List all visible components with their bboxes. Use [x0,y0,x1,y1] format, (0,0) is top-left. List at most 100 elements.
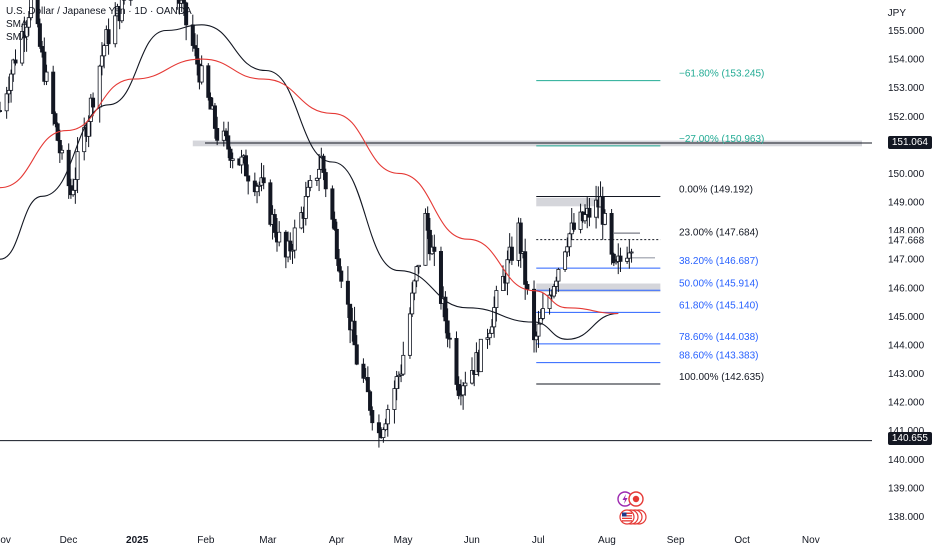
candle-body [425,212,430,231]
fib-level-label: 78.60% (144.038) [679,332,759,343]
candle-body [208,97,213,110]
symbol-title[interactable]: U.S. Dollar / Japanese Yen · 1D · OANDA [6,6,192,17]
time-axis[interactable]: Nov Dec 2025 Feb Mar Apr May Jun Jul Aug Sep Oct Nov [0,535,820,546]
candle-body [602,213,607,225]
candle-body [193,45,198,49]
fibonacci-retracement[interactable] [536,80,661,385]
candle-body [534,335,539,341]
time-tick-label: Sep [667,535,685,546]
candle-body [321,155,326,173]
price-tick-label: 150.000 [888,169,925,180]
candle-body [11,59,16,75]
candle-body [184,2,189,26]
candle-body [106,29,111,45]
candle-body [91,97,96,108]
time-tick-label: Aug [598,535,616,546]
price-tag-lower: 140.655 [887,432,932,445]
candle-body [629,251,634,254]
candle-body [583,214,588,222]
candle-body [261,177,266,184]
price-tick-label: 155.000 [888,26,925,37]
candle-body [26,17,31,28]
price-tick-label: 143.000 [888,369,925,380]
candle-body [345,280,350,305]
candle-body [463,382,468,387]
candle-body [24,26,29,38]
candle-body [458,394,463,397]
candle-body [427,229,432,255]
candle-body [228,148,233,161]
candle-body [523,251,528,285]
price-tick-label: 149.000 [888,198,925,209]
candle-body [567,233,572,248]
support-resistance-zone [536,283,661,293]
candle-body [394,376,399,389]
candle-body [410,292,415,315]
candle-body [370,410,375,424]
price-tick-label: 141.000 [888,426,925,437]
candle-body [195,47,200,65]
candle-body [609,213,614,255]
candle-body [365,377,370,393]
candle-body [97,65,102,108]
candle-body [181,0,186,4]
time-tick-label: Mar [259,535,277,546]
candle-body [461,385,466,396]
price-tick-label: 153.000 [888,83,925,94]
flag-events-icon[interactable] [619,509,647,525]
price-tick-label: 154.000 [888,55,925,66]
candle-body [443,296,448,322]
candle-body [0,110,3,112]
candle-body [445,320,450,339]
candle-body [456,384,461,396]
candle-body [35,0,40,25]
candle-body [332,218,337,230]
event-icons[interactable] [614,488,654,528]
candle-body [625,257,630,262]
candle-body [399,373,404,376]
price-tick-label: 152.000 [888,112,925,123]
fibonacci-labels-layer: −61.80% (153.245) −27.00% (150.963) 0.00% … [679,69,764,383]
candle-body [392,388,397,410]
candle-body [199,65,204,83]
support-resistance-zone [536,197,597,207]
price-tag-upper: 151.064 [887,136,932,149]
candle-body [438,251,443,304]
candle-body [71,189,76,196]
candle-body [492,307,497,328]
price-tick-label: 146.000 [888,283,925,294]
candle-body [352,320,357,346]
candle-body [334,228,339,260]
price-tick-label: 144.000 [888,340,925,351]
price-tick-label: 147.000 [888,255,925,266]
horizontal-lines-layer [0,142,872,442]
candle-body [119,0,124,22]
fib-level-label: 38.20% (146.687) [679,256,759,267]
candle-body [60,149,65,154]
sma-indicator-2-label[interactable]: SMA [6,32,28,43]
candle-body [277,231,282,243]
candle-body [86,121,91,137]
candle-body [538,318,543,325]
candle-body [255,185,260,193]
time-tick-label: Nov [802,535,820,546]
candle-body [432,246,437,252]
sma-indicator-1-label[interactable]: SMA [6,19,28,30]
price-axis[interactable]: 155.000154.000153.000152.000151.000150.0… [872,0,932,550]
earnings-event-icon[interactable] [628,491,644,507]
candle-body [509,246,514,261]
candle-body [447,337,452,340]
candle-body [611,253,616,264]
candle-body [190,24,195,46]
fib-level-label: 100.00% (142.635) [679,372,764,383]
time-tick-label: Apr [329,535,345,546]
candle-body [29,0,34,19]
fib-level-label: 23.00% (147.684) [679,228,759,239]
candle-body [226,135,231,150]
candle-body [494,290,499,308]
fib-level-label: 61.80% (145.140) [679,300,759,311]
sma-line-red [0,58,619,315]
candle-body [257,184,262,187]
candle-body [44,71,49,82]
